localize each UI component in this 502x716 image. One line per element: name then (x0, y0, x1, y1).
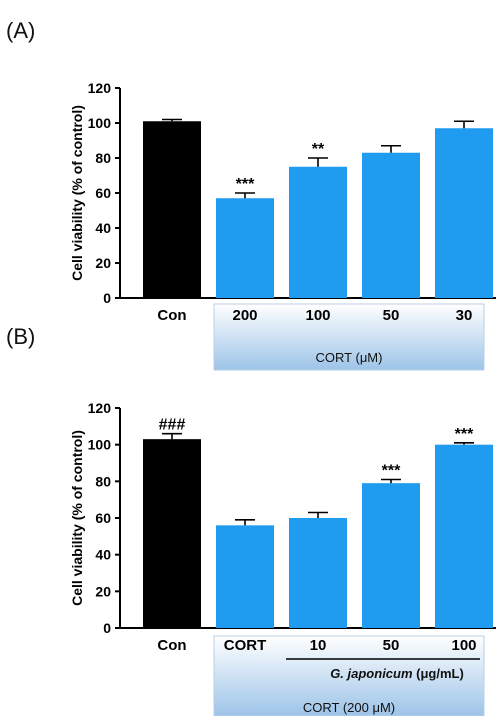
x-tick-label: CORT (224, 637, 267, 654)
x-tick-label: 10 (310, 637, 327, 654)
bar-CORT (216, 525, 274, 628)
x-tick-label: 100 (451, 637, 476, 654)
x-tick-label: 100 (305, 307, 330, 324)
y-axis-label: Cell viability (% of control) (69, 105, 85, 281)
y-tick-label: 20 (95, 255, 111, 271)
x-tick-label: 50 (383, 637, 400, 654)
y-tick-label: 40 (95, 547, 111, 563)
bar-Con (143, 439, 201, 628)
y-tick-label: 120 (88, 400, 112, 416)
y-tick-label: 20 (95, 583, 111, 599)
y-tick-label: 60 (95, 510, 111, 526)
y-tick-label: 100 (88, 115, 112, 131)
group-label: CORT (200 μM) (303, 700, 395, 715)
bar-100 (435, 444, 493, 628)
bar-Con (143, 121, 201, 298)
bar-10 (289, 518, 347, 628)
bar-50 (362, 152, 420, 298)
significance-label: *** (382, 463, 401, 480)
y-tick-label: 40 (95, 220, 111, 236)
panel-label: (A) (6, 18, 35, 43)
x-tick-label: 200 (232, 307, 257, 324)
y-tick-label: 100 (88, 437, 112, 453)
bar-100 (289, 166, 347, 298)
x-tick-label: 30 (456, 307, 473, 324)
x-tick-label: 50 (383, 307, 400, 324)
y-tick-label: 120 (88, 80, 112, 96)
y-tick-label: 80 (95, 150, 111, 166)
y-tick-label: 60 (95, 185, 111, 201)
significance-label: *** (236, 176, 255, 193)
bar-30 (435, 128, 493, 298)
x-tick-label: Con (157, 637, 186, 654)
significance-label: *** (455, 426, 474, 443)
y-tick-label: 0 (103, 290, 111, 306)
y-tick-label: 80 (95, 473, 111, 489)
panel-label: (B) (6, 324, 35, 349)
bar-50 (362, 483, 420, 628)
subgroup-label-species: G. japonicum (330, 666, 413, 681)
bar-200 (216, 198, 274, 298)
subgroup-label-unit: (μg/mL) (413, 666, 464, 681)
group-label-box (213, 303, 485, 371)
significance-label: ** (312, 141, 325, 158)
group-label-box (213, 635, 485, 716)
x-tick-label: Con (157, 307, 186, 324)
y-axis-label: Cell viability (% of control) (69, 430, 85, 606)
group-label: CORT (μM) (316, 350, 383, 365)
significance-label: ### (159, 417, 186, 434)
subgroup-label: G. japonicum (μg/mL) (330, 666, 464, 681)
y-tick-label: 0 (103, 620, 111, 636)
